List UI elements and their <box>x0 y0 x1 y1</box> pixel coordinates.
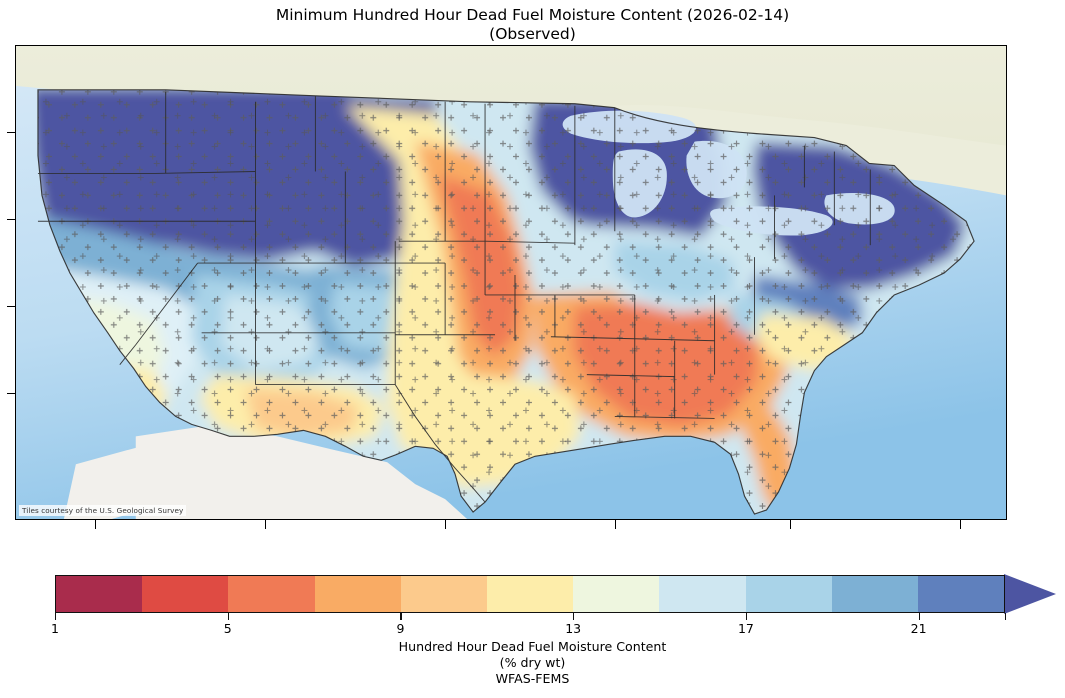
colorbar-tick-13 <box>573 613 575 620</box>
colorbar-tick-5 <box>227 613 230 620</box>
colorbar-band-0 <box>56 576 143 612</box>
colorbar-tick-21 <box>918 613 920 620</box>
colorbar-tick-23 <box>1005 613 1007 620</box>
colorbar-band-7 <box>659 576 746 612</box>
colorbar-bands <box>55 575 1005 613</box>
axis-tick-bottom-1 <box>95 520 97 529</box>
colorbar-tick-17 <box>745 613 748 620</box>
colorbar-band-5 <box>486 576 574 612</box>
colorbar-band-4 <box>400 576 487 612</box>
colorbar-band-10 <box>917 576 1005 612</box>
map-raster <box>16 46 1006 519</box>
colorbar-label-13: 13 <box>565 621 582 636</box>
colorbar: 1 5 9 13 17 21 Hundred Hour Dead Fuel Moistur… <box>0 572 1065 698</box>
axis-tick-left-2 <box>7 219 16 221</box>
colorbar-caption-line3: WFAS-FEMS <box>495 671 570 686</box>
colorbar-label-17: 17 <box>737 621 754 636</box>
colorbar-band-6 <box>573 576 660 612</box>
colorbar-band-9 <box>831 576 918 612</box>
chart-title: Minimum Hundred Hour Dead Fuel Moisture … <box>0 6 1065 44</box>
map-attribution: Tiles courtesy of the U.S. Geological Su… <box>19 505 187 516</box>
colorbar-tick-1 <box>55 613 57 620</box>
title-line-primary: Minimum Hundred Hour Dead Fuel Moisture … <box>275 6 790 24</box>
axis-tick-bottom-4 <box>615 520 617 529</box>
colorbar-caption-line2: (% dry wt) <box>499 655 566 670</box>
axis-tick-bottom-5 <box>790 520 792 529</box>
colorbar-label-5: 5 <box>223 621 232 636</box>
axis-tick-bottom-6 <box>960 520 962 529</box>
colorbar-band-2 <box>228 576 315 612</box>
title-line-secondary: (Observed) <box>489 25 576 43</box>
colorbar-extend-arrow <box>1004 574 1056 614</box>
colorbar-label-1: 1 <box>51 621 59 636</box>
colorbar-band-3 <box>314 576 401 612</box>
colorbar-band-1 <box>142 576 229 612</box>
colorbar-caption-line1: Hundred Hour Dead Fuel Moisture Content <box>398 639 667 654</box>
colorbar-label-9: 9 <box>396 621 405 636</box>
axis-tick-left-3 <box>7 306 16 308</box>
axis-tick-bottom-2 <box>265 520 267 529</box>
colorbar-band-8 <box>745 576 832 612</box>
fuel-moisture-map[interactable]: Tiles courtesy of the U.S. Geological Su… <box>15 45 1007 520</box>
axis-tick-bottom-3 <box>445 520 447 529</box>
colorbar-label-21: 21 <box>910 621 927 636</box>
axis-tick-left-4 <box>7 393 16 395</box>
colorbar-tick-9 <box>400 613 402 620</box>
axis-tick-left-1 <box>7 132 16 134</box>
colorbar-caption: Hundred Hour Dead Fuel Moisture Content … <box>0 639 1065 687</box>
